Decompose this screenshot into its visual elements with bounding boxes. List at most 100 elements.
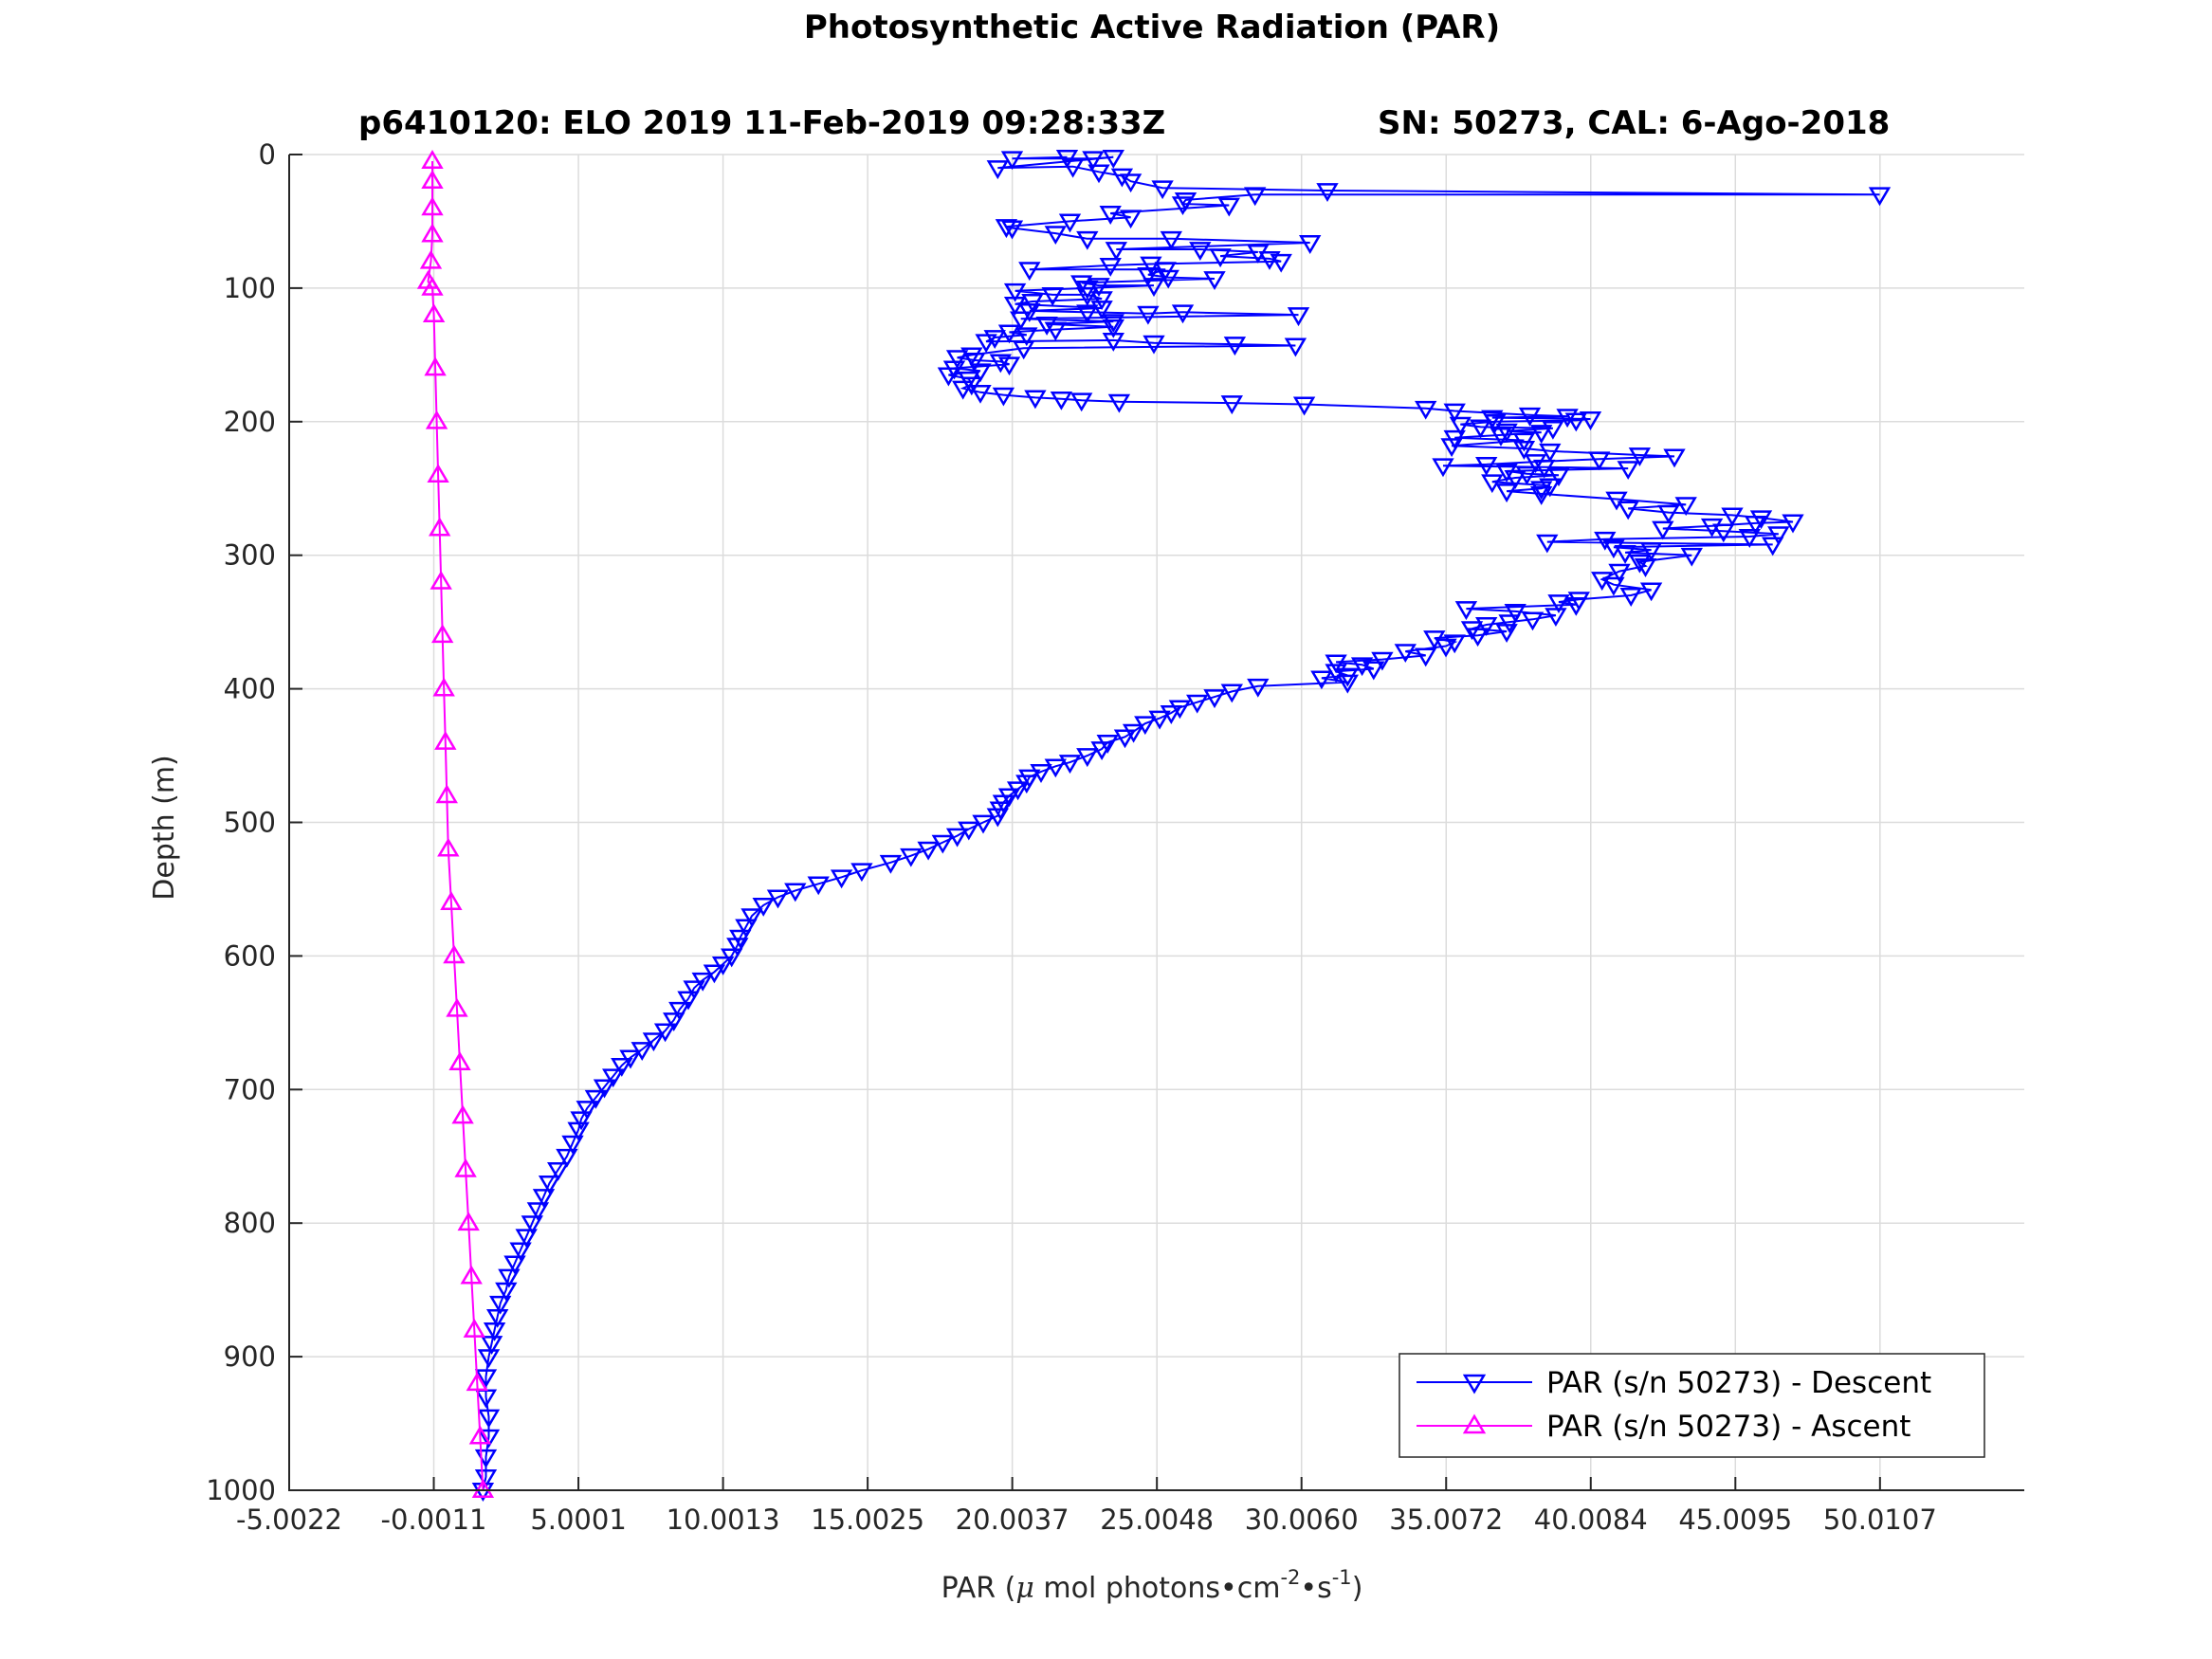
data-point-marker	[995, 219, 1018, 239]
data-point-marker	[1000, 220, 1024, 240]
data-point-marker	[593, 1079, 616, 1099]
data-point-marker	[1223, 337, 1247, 356]
data-point-marker	[521, 1215, 543, 1235]
data-point-marker	[1371, 651, 1394, 671]
data-point-marker	[1721, 507, 1744, 527]
data-point-marker	[1435, 638, 1457, 658]
data-point-marker	[424, 356, 447, 376]
data-point-marker	[850, 863, 873, 883]
data-point-marker	[1498, 614, 1521, 634]
data-point-marker	[1605, 491, 1628, 511]
data-point-marker	[1035, 317, 1058, 336]
x-tick-label: -5.0022	[236, 1504, 342, 1536]
data-point-marker	[1657, 504, 1680, 524]
data-point-marker	[963, 353, 986, 372]
data-point-marker	[1299, 235, 1322, 254]
data-point-marker	[1454, 601, 1478, 621]
data-point-marker	[1539, 443, 1562, 463]
data-point-marker	[440, 891, 463, 910]
series-descent	[471, 149, 1892, 1502]
data-point-marker	[1209, 248, 1232, 268]
data-point-marker	[1061, 158, 1085, 178]
data-point-marker	[457, 1212, 480, 1231]
data-point-marker	[1105, 242, 1127, 261]
data-point-marker	[1674, 497, 1697, 517]
data-point-marker	[1171, 304, 1195, 324]
data-point-marker	[1270, 253, 1292, 273]
data-point-marker	[495, 1282, 518, 1302]
data-point-marker	[446, 997, 468, 1017]
y-tick-label: 700	[224, 1073, 276, 1105]
data-point-marker	[1018, 262, 1041, 282]
data-point-marker	[1119, 173, 1143, 193]
data-point-marker	[1744, 515, 1767, 535]
data-point-marker	[1003, 296, 1027, 316]
data-point-marker	[1044, 758, 1067, 778]
y-tick-label: 300	[224, 539, 276, 572]
data-point-marker	[983, 330, 1006, 349]
data-point-marker	[1521, 611, 1545, 631]
data-point-marker	[1639, 582, 1663, 602]
data-point-marker	[1102, 149, 1124, 169]
data-point-marker	[986, 160, 1009, 180]
data-point-marker	[1868, 187, 1892, 207]
data-point-marker	[1070, 392, 1093, 412]
data-point-marker	[1119, 210, 1143, 229]
data-point-marker	[1652, 520, 1674, 540]
data-point-marker	[460, 1265, 483, 1285]
data-point-marker	[489, 1295, 512, 1315]
data-point-marker	[677, 991, 700, 1011]
data-point-marker	[1137, 266, 1160, 286]
data-point-marker	[584, 1089, 608, 1109]
data-point-marker	[1495, 423, 1518, 443]
data-point-marker	[1110, 168, 1134, 188]
data-point-marker	[561, 1135, 584, 1155]
data-point-marker	[807, 876, 830, 896]
x-ticks: -5.0022 -0.0011 5.0001 10.0013 15.0025 20.003…	[236, 1477, 1937, 1536]
data-point-marker	[1122, 723, 1145, 743]
data-point-marker	[454, 1158, 477, 1177]
data-point-marker	[740, 908, 763, 928]
data-point-marker	[1628, 554, 1652, 574]
data-point-marker	[1530, 481, 1553, 501]
data-point-marker	[1151, 180, 1174, 200]
data-point-marker	[1362, 661, 1385, 681]
data-point-marker	[1639, 542, 1663, 562]
data-point-marker	[1588, 451, 1611, 471]
data-point-marker	[1614, 544, 1636, 564]
data-point-marker	[425, 410, 448, 429]
x-tick-label: 30.0060	[1245, 1504, 1359, 1536]
data-point-marker	[421, 196, 444, 216]
data-point-marker	[1041, 287, 1064, 306]
data-point-marker	[1547, 594, 1570, 613]
data-point-marker	[1082, 151, 1105, 171]
data-point-marker	[451, 1104, 474, 1124]
y-tick-label: 400	[224, 673, 276, 705]
x-tick-label: 20.0037	[956, 1504, 1069, 1536]
legend-marker-ascent	[1462, 1413, 1487, 1434]
data-point-marker	[1738, 529, 1761, 548]
data-point-marker	[1490, 427, 1512, 447]
data-point-marker	[434, 731, 457, 750]
data-point-marker	[1090, 741, 1113, 760]
data-point-marker	[483, 1322, 506, 1341]
data-point-marker	[1495, 483, 1518, 503]
legend-label-descent: PAR (s/n 50273) - Descent	[1546, 1366, 1931, 1400]
data-point-marker	[1443, 403, 1466, 423]
y-tick-label: 0	[259, 138, 276, 171]
x-axis-label: PAR (μ mol photons•cm-2•s-1)	[941, 1566, 1363, 1605]
data-point-marker	[1058, 213, 1082, 233]
data-point-marker	[1524, 454, 1547, 474]
data-point-marker	[642, 1032, 666, 1052]
data-point-marker	[1090, 291, 1113, 311]
data-point-marker	[422, 303, 446, 322]
data-point-marker	[1244, 187, 1267, 207]
data-point-marker	[937, 367, 960, 387]
data-point-marker	[1443, 634, 1466, 654]
data-point-marker	[432, 677, 455, 697]
x-tick-label: 45.0095	[1678, 1504, 1792, 1536]
data-point-marker	[1484, 413, 1507, 433]
data-point-marker	[509, 1242, 532, 1262]
data-point-marker	[1495, 624, 1518, 643]
x-tick-label: 40.0084	[1534, 1504, 1648, 1536]
